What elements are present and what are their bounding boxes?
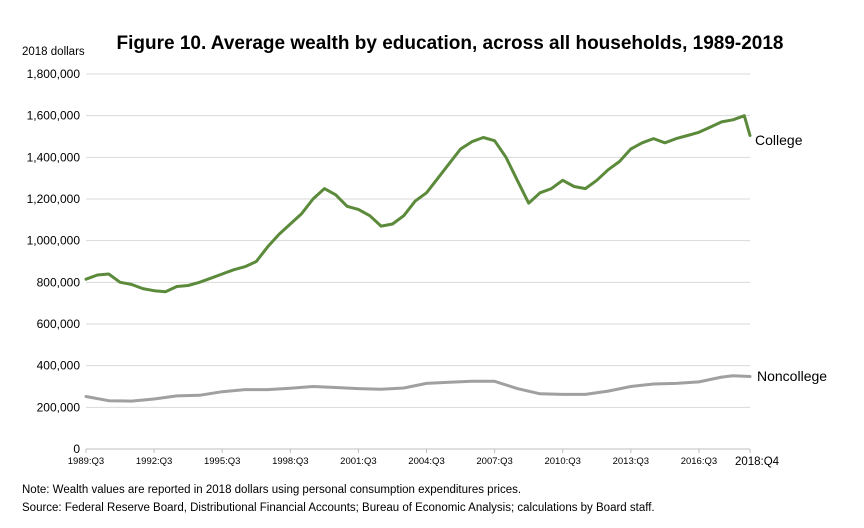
axes xyxy=(85,448,751,453)
series-line-college xyxy=(84,114,752,294)
chart-title: Figure 10. Average wealth by education, … xyxy=(116,33,783,54)
x-tick-label: 2004:Q3 xyxy=(408,456,444,467)
chart-source: Source: Federal Reserve Board, Distribut… xyxy=(22,502,655,514)
series-label-noncollege: Noncollege xyxy=(757,368,827,384)
y-tick-label: 1,400,000 xyxy=(27,150,81,164)
x-tick-label: 1989:Q3 xyxy=(68,456,104,467)
y-tick-label: 1,800,000 xyxy=(27,67,81,81)
x-tick-label: 1998:Q3 xyxy=(272,456,308,467)
y-tick-label: 0 xyxy=(73,442,80,456)
y-tick-label: 800,000 xyxy=(37,275,81,289)
y-tick-label: 400,000 xyxy=(37,359,81,373)
y-tick-label: 1,600,000 xyxy=(27,109,81,123)
x-tick-label: 2001:Q3 xyxy=(340,456,376,467)
y-tick-label: 1,200,000 xyxy=(27,192,81,206)
x-tick-label: 2016:Q3 xyxy=(681,456,717,467)
series-label-college: College xyxy=(755,132,803,148)
tick-labels: 0 200,000 400,000 600,000 800,000 1,000,000 1,… xyxy=(27,67,828,468)
x-tick-label: 1992:Q3 xyxy=(136,456,172,467)
y-axis-unit-label: 2018 dollars xyxy=(22,46,85,58)
y-tick-label: 1,000,000 xyxy=(27,234,81,248)
x-tick-label: 2013:Q3 xyxy=(613,456,649,467)
y-tick-label: 200,000 xyxy=(37,400,81,414)
x-tick-label: 2007:Q3 xyxy=(476,456,512,467)
x-tick-label: 2018:Q4 xyxy=(735,456,780,468)
y-tick-label: 600,000 xyxy=(37,317,81,331)
gridlines xyxy=(86,73,750,408)
series-lines xyxy=(84,114,752,403)
chart-note: Note: Wealth values are reported in 2018… xyxy=(22,484,522,496)
x-tick-label: 1995:Q3 xyxy=(204,456,240,467)
series-line-noncollege xyxy=(84,374,752,403)
x-tick-label: 2010:Q3 xyxy=(544,456,580,467)
